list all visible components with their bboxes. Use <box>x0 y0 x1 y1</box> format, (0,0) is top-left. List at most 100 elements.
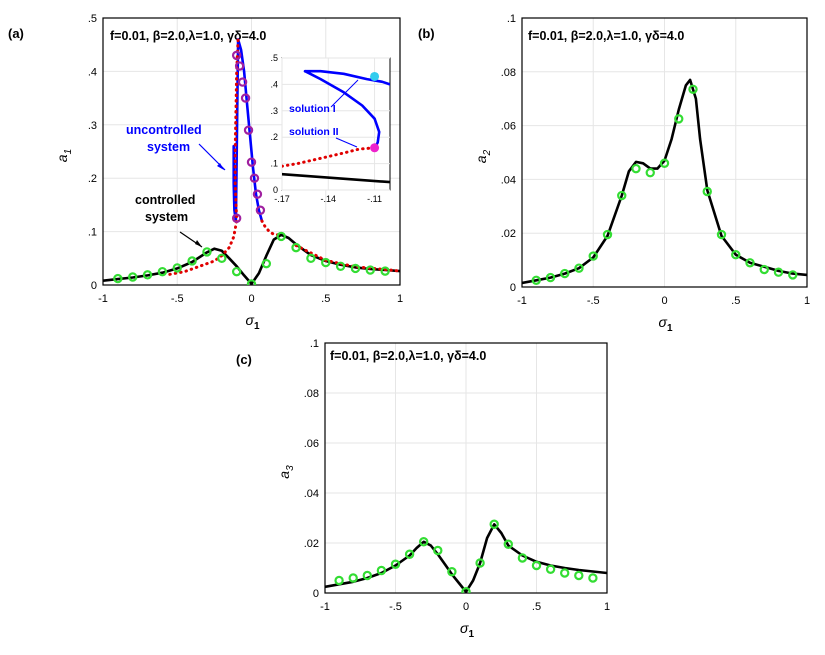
data-marker <box>461 587 471 593</box>
plot-area <box>325 519 607 593</box>
x-tick-label: 1 <box>604 601 610 613</box>
data-marker <box>631 163 641 174</box>
inset-chart: -.17 -.14 -.11 0 .1 .2 .3 .4 .5 solution I solutio… <box>270 53 391 204</box>
data-marker <box>716 229 727 240</box>
x-tick-label: -.5 <box>171 293 184 305</box>
inset-solution-point <box>370 143 380 153</box>
data-marker <box>291 242 301 253</box>
data-marker <box>617 190 627 201</box>
data-marker <box>217 253 227 263</box>
inset-plot-area <box>282 69 390 184</box>
data-marker <box>306 253 316 263</box>
y-tick-label: .04 <box>304 488 319 500</box>
data-marker <box>545 564 556 574</box>
data-marker <box>243 125 254 135</box>
axes-box <box>521 17 808 288</box>
y-tick-label: 0 <box>510 282 516 294</box>
data-marker <box>688 84 698 94</box>
arrow-head <box>217 163 224 170</box>
x-tick-label: .5 <box>731 295 740 307</box>
y-tick-label: .1 <box>507 13 516 25</box>
series-line-2 <box>282 146 377 168</box>
series-line-1 <box>303 69 381 150</box>
data-marker <box>560 568 570 578</box>
data-marker <box>231 266 242 277</box>
inset-label: solution I <box>289 103 336 115</box>
y-tick-label: 0 <box>91 280 97 292</box>
panel-a: -1 -.5 0 .5 1 0 .1 .2 .3 .4 .5 σ1 a1 (a) f=0.01, β=2.0… <box>8 13 403 332</box>
inset-y-tick-label: .4 <box>270 79 278 89</box>
y-tick-label: 0 <box>313 588 319 600</box>
data-marker <box>187 256 197 266</box>
y-tick-label: .04 <box>501 174 516 186</box>
data-marker <box>237 77 248 87</box>
y-tick-label: .2 <box>88 173 97 185</box>
inset-x-tick-label: -.11 <box>367 194 382 204</box>
plot-area <box>103 37 400 285</box>
data-marker <box>249 173 260 183</box>
data-marker <box>202 247 212 257</box>
data-marker <box>574 570 584 581</box>
data-marker <box>127 272 138 282</box>
x-tick-label: -1 <box>517 295 527 307</box>
inset-label: solution II <box>289 126 339 138</box>
data-marker <box>419 537 429 547</box>
panel-label: (b) <box>418 26 435 41</box>
series-line-0 <box>303 69 390 86</box>
y-tick-label: .06 <box>501 121 516 133</box>
data-marker <box>659 158 670 168</box>
data-marker <box>334 575 344 586</box>
y-tick-label: .4 <box>88 66 97 78</box>
data-marker <box>588 573 598 583</box>
data-marker <box>172 263 182 273</box>
inset-x-tick-label: -.14 <box>321 194 337 204</box>
data-marker <box>503 539 513 549</box>
y-axis-label: a3 <box>276 465 296 479</box>
data-marker <box>531 275 541 285</box>
series-line-4 <box>294 244 400 273</box>
plot-area <box>522 78 807 285</box>
data-marker <box>142 270 153 280</box>
data-marker <box>602 229 613 240</box>
data-marker <box>252 189 263 199</box>
data-marker <box>365 265 375 275</box>
y-tick-label: .08 <box>304 388 319 400</box>
y-tick-label: .1 <box>310 338 319 350</box>
data-marker <box>231 213 242 223</box>
x-tick-label: .5 <box>532 601 541 613</box>
data-marker <box>674 114 684 124</box>
data-marker <box>773 267 784 277</box>
data-marker <box>261 258 272 269</box>
data-marker <box>335 261 346 272</box>
y-tick-label: .02 <box>304 538 319 550</box>
inset-x-tick-label: -.17 <box>274 194 290 204</box>
y-tick-label: .08 <box>501 67 516 79</box>
data-marker <box>588 251 598 261</box>
data-marker <box>404 549 415 559</box>
x-axis-label: σ1 <box>246 312 260 332</box>
series-line-3 <box>260 219 280 237</box>
y-axis-label: a1 <box>54 149 74 162</box>
data-marker <box>745 258 755 268</box>
x-tick-label: -1 <box>320 601 330 613</box>
parameter-header: f=0.01, β=2.0,λ=1.0, γδ=4.0 <box>528 29 684 43</box>
x-tick-label: 0 <box>463 601 469 613</box>
data-marker <box>376 565 387 576</box>
data-marker <box>348 573 358 583</box>
data-marker <box>255 205 266 215</box>
series-line-0 <box>325 523 607 593</box>
data-marker <box>702 186 712 197</box>
x-tick-label: 1 <box>397 293 403 305</box>
data-marker <box>517 553 528 563</box>
data-marker <box>240 93 251 103</box>
y-tick-label: .1 <box>88 227 97 239</box>
inset-y-tick-label: .1 <box>270 159 278 169</box>
annotation-text: system <box>145 210 188 224</box>
data-marker <box>113 273 123 284</box>
x-tick-label: 0 <box>248 293 254 305</box>
y-tick-label: .3 <box>88 120 97 132</box>
annotation-text: controlled <box>135 193 195 207</box>
data-marker <box>362 570 372 581</box>
data-marker <box>759 264 769 275</box>
